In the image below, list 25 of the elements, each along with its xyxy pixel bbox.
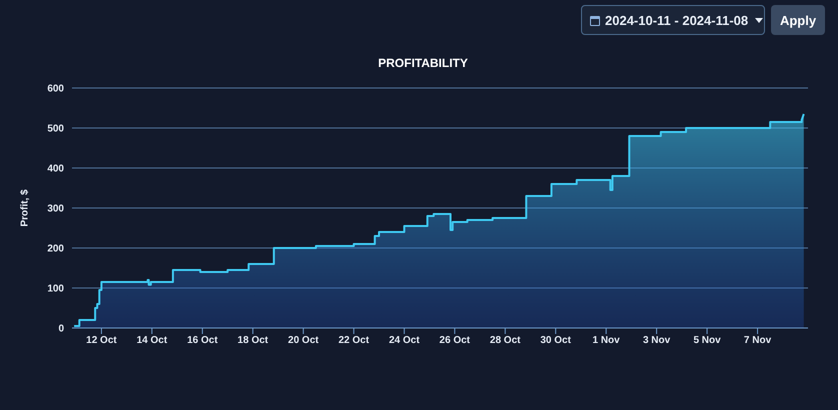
x-tick-label: 30 Oct	[540, 335, 572, 346]
x-tick-label: 12 Oct	[86, 335, 118, 346]
y-tick-label: 400	[47, 164, 64, 175]
y-tick-label: 0	[58, 324, 64, 335]
x-tick-label: 22 Oct	[338, 335, 370, 346]
x-tick-label: 20 Oct	[288, 335, 320, 346]
y-tick-label: 500	[47, 124, 64, 135]
x-tick-label: 24 Oct	[388, 335, 420, 346]
chart-title: PROFITABILITY	[377, 56, 469, 70]
x-tick-label: 1 Nov	[592, 335, 620, 346]
y-tick-label: 300	[47, 204, 64, 215]
x-tick-label: 14 Oct	[136, 335, 168, 346]
x-tick-label: 3 Nov	[642, 335, 671, 346]
y-axis-title: Profit, $	[20, 188, 31, 227]
x-tick-label: 28 Oct	[490, 335, 522, 346]
x-tick-label: 16 Oct	[187, 335, 218, 346]
x-tick-label: 7 Nov	[744, 335, 772, 346]
y-tick-label: 100	[47, 284, 64, 295]
y-tick-label: 200	[47, 244, 64, 255]
y-tick-label: 600	[47, 84, 64, 95]
x-tick-label: 18 Oct	[238, 335, 269, 346]
x-tick-label: 5 Nov	[693, 335, 722, 346]
x-tick-label: 26 Oct	[439, 335, 471, 346]
text: Apply	[771, 5, 825, 35]
text: 2024-10-11 - 2024-11-08	[605, 12, 748, 28]
